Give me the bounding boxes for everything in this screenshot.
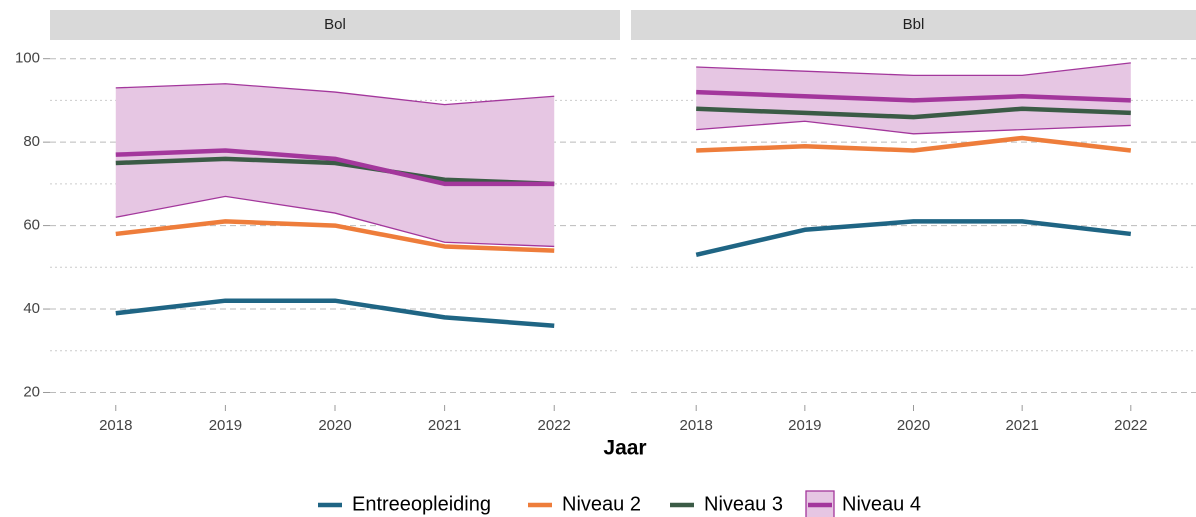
x-tick-label: 2021 xyxy=(428,417,461,434)
legend-label: Niveau 3 xyxy=(704,493,783,515)
series-line xyxy=(115,156,555,187)
facet-title: Bol xyxy=(324,16,346,33)
series-line xyxy=(695,219,1132,257)
y-tick-label: 100 xyxy=(15,50,40,67)
band-upper xyxy=(696,62,1131,77)
x-tick-label: 2021 xyxy=(1005,417,1038,434)
x-tick-label: 2018 xyxy=(680,417,713,434)
strip xyxy=(631,10,1196,40)
y-tick-label: 60 xyxy=(23,217,40,234)
series-line xyxy=(115,148,555,187)
legend-label: Entreeopleiding xyxy=(352,493,491,515)
y-tick-label: 20 xyxy=(23,383,40,400)
x-axis-label: Jaar xyxy=(603,437,646,460)
band-upper xyxy=(115,83,555,106)
y-tick-label: 40 xyxy=(23,300,40,317)
legend-label: Niveau 4 xyxy=(842,493,921,515)
y-tick-label: 80 xyxy=(23,133,40,150)
x-tick-label: 2020 xyxy=(897,417,930,434)
series-line xyxy=(115,219,555,253)
band-lower xyxy=(115,195,555,248)
series-line xyxy=(115,298,555,328)
x-tick-label: 2022 xyxy=(1114,417,1147,434)
series-line xyxy=(696,135,1132,153)
x-tick-label: 2020 xyxy=(318,417,351,434)
band-lower xyxy=(696,120,1131,135)
series-line xyxy=(696,89,1131,103)
x-tick-label: 2018 xyxy=(99,417,132,434)
legend-label: Niveau 2 xyxy=(562,493,641,515)
x-tick-label: 2019 xyxy=(788,417,821,434)
strip xyxy=(50,10,620,40)
x-tick-label: 2022 xyxy=(538,417,571,434)
x-tick-label: 2019 xyxy=(209,417,242,434)
series-line xyxy=(696,106,1131,120)
facet-title: Bbl xyxy=(903,16,925,33)
